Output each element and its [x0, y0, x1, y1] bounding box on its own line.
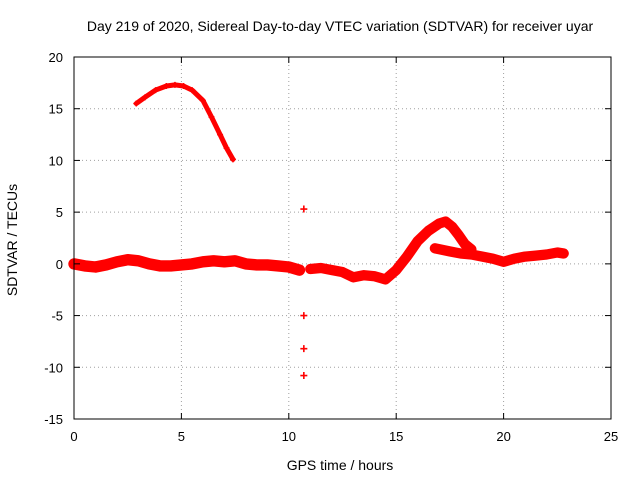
- data-point: [232, 257, 239, 264]
- data-point: [328, 267, 335, 274]
- data-point: [208, 113, 215, 120]
- data-point: [210, 257, 217, 264]
- data-point: [307, 266, 314, 273]
- series-main-trace: [68, 254, 306, 276]
- y-tick-label: 10: [49, 153, 63, 168]
- outlier-point: [300, 372, 308, 380]
- x-tick-label: 10: [282, 429, 296, 444]
- y-axis-label: SDTVAR / TECUs: [4, 184, 20, 296]
- data-point: [189, 87, 196, 94]
- data-point: [133, 100, 140, 107]
- outlier-point: [300, 312, 308, 320]
- y-tick-label: -5: [51, 309, 63, 324]
- series: [68, 81, 569, 285]
- data-point: [229, 156, 236, 163]
- x-tick-label: 20: [496, 429, 510, 444]
- chart-title: Day 219 of 2020, Sidereal Day-to-day VTE…: [87, 18, 594, 34]
- data-point: [141, 94, 148, 101]
- data-point: [339, 269, 346, 276]
- outlier-point: [300, 205, 308, 213]
- data-point: [442, 218, 449, 225]
- data-point: [511, 255, 518, 262]
- data-point: [180, 82, 187, 89]
- outliers: [300, 205, 308, 380]
- data-point: [393, 267, 400, 274]
- data-point: [217, 131, 224, 138]
- data-point: [457, 250, 464, 257]
- data-point: [350, 274, 357, 281]
- plot-frame: [73, 56, 612, 420]
- data-point: [468, 251, 475, 258]
- data-point: [242, 260, 249, 267]
- data-point: [543, 251, 550, 258]
- data-point: [371, 273, 378, 280]
- x-tick-label: 15: [389, 429, 403, 444]
- data-point: [199, 258, 206, 265]
- grid: [74, 57, 611, 419]
- outlier-point: [300, 345, 308, 353]
- data-point: [360, 272, 367, 279]
- data-point: [152, 87, 159, 94]
- data-point: [156, 262, 163, 269]
- data-point: [446, 248, 453, 255]
- data-point: [264, 261, 271, 268]
- x-tick-label: 0: [70, 429, 77, 444]
- data-point: [500, 258, 507, 265]
- data-point: [275, 262, 282, 269]
- data-point: [189, 260, 196, 267]
- data-point: [455, 231, 462, 238]
- data-point: [167, 262, 174, 269]
- x-tick-label: 25: [604, 429, 618, 444]
- data-point: [103, 261, 110, 268]
- data-point: [382, 276, 389, 283]
- data-point: [92, 263, 99, 270]
- data-point: [449, 223, 456, 230]
- data-point: [425, 227, 432, 234]
- y-tick-label: 15: [49, 102, 63, 117]
- y-tick-label: 0: [56, 257, 63, 272]
- data-point: [178, 261, 185, 268]
- data-point: [436, 220, 443, 227]
- data-point: [554, 249, 561, 256]
- data-point: [163, 82, 170, 89]
- data-point: [253, 261, 260, 268]
- data-point: [461, 241, 468, 248]
- data-point: [81, 262, 88, 269]
- data-point: [479, 253, 486, 260]
- data-point: [431, 245, 438, 252]
- data-point: [199, 97, 206, 104]
- data-point: [318, 264, 325, 271]
- y-tick-label: -15: [44, 412, 63, 427]
- y-tick-label: -10: [44, 360, 63, 375]
- data-point: [171, 81, 178, 88]
- data-point: [296, 267, 303, 274]
- data-point: [403, 253, 410, 260]
- data-point: [135, 257, 142, 264]
- data-point: [285, 263, 292, 270]
- data-point: [113, 258, 120, 265]
- data-point: [124, 256, 131, 263]
- data-point: [146, 260, 153, 267]
- data-point: [223, 145, 230, 152]
- data-point: [560, 250, 567, 257]
- data-point: [532, 252, 539, 259]
- y-tick-label: 5: [56, 205, 63, 220]
- data-point: [414, 238, 421, 245]
- ticks: 0 5 10 15 20 25 -15 -10 -5 0 5 10 15 20: [44, 50, 618, 444]
- data-point: [522, 253, 529, 260]
- data-point: [221, 258, 228, 265]
- x-tick-label: 5: [178, 429, 185, 444]
- x-axis-label: GPS time / hours: [287, 457, 394, 473]
- series-arc-upper: [133, 82, 236, 162]
- y-tick-label: 20: [49, 50, 63, 65]
- data-point: [489, 255, 496, 262]
